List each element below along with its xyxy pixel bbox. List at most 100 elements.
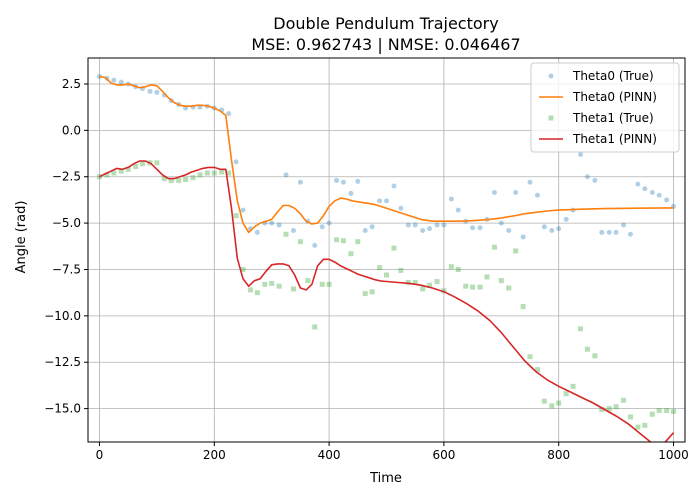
y-tick-label: −7.5 [52, 262, 81, 276]
data-point [570, 383, 576, 389]
data-point [578, 326, 584, 332]
data-point [291, 228, 297, 234]
data-point [398, 205, 404, 211]
data-point [269, 220, 275, 226]
data-point [319, 224, 325, 230]
data-point [563, 391, 569, 397]
data-point [520, 234, 526, 240]
data-point [291, 286, 297, 292]
data-point [635, 181, 641, 187]
data-point [355, 178, 361, 184]
data-point [405, 222, 411, 228]
data-point [541, 398, 547, 404]
x-tick-label: 800 [547, 448, 570, 462]
data-point [613, 404, 619, 410]
data-point [319, 281, 325, 287]
data-point [233, 213, 239, 219]
data-point [334, 177, 340, 183]
data-point [391, 245, 397, 251]
x-tick-label: 600 [432, 448, 455, 462]
data-point [455, 266, 461, 272]
x-tick-label: 1000 [658, 448, 689, 462]
x-tick-label: 0 [96, 448, 104, 462]
data-point [240, 266, 246, 272]
data-point [405, 279, 411, 285]
data-point [671, 408, 677, 414]
data-point [578, 151, 584, 157]
data-point [664, 197, 670, 203]
data-point [455, 207, 461, 213]
x-tick-label: 200 [203, 448, 226, 462]
data-point [613, 229, 619, 235]
data-point [233, 159, 239, 165]
data-point [621, 222, 627, 228]
data-point [448, 264, 454, 270]
series-theta0-true- [96, 74, 677, 248]
data-point [534, 367, 540, 373]
data-point [384, 198, 389, 204]
data-point [226, 170, 232, 176]
data-point [211, 170, 217, 176]
data-point [377, 265, 383, 271]
data-point [427, 226, 433, 232]
y-axis-label: Angle (rad) [14, 201, 29, 274]
data-point [477, 284, 483, 290]
y-tick-label: −10.0 [44, 309, 81, 323]
legend-label: Theta1 (PINN) [572, 132, 657, 146]
data-point [176, 177, 182, 183]
data-point [556, 400, 562, 406]
data-point [398, 267, 404, 273]
series-line-theta1-pinn- [99, 160, 675, 442]
data-point [541, 224, 547, 230]
data-point [412, 222, 418, 228]
data-point [606, 406, 612, 412]
data-point [584, 346, 590, 352]
data-point [592, 177, 598, 183]
data-point [334, 237, 340, 243]
series-theta1-true- [96, 160, 677, 430]
data-point [340, 238, 346, 244]
data-point [463, 283, 469, 289]
data-point [133, 164, 139, 170]
data-point [527, 354, 533, 360]
legend-label: Theta1 (True) [572, 111, 654, 125]
data-point [420, 228, 426, 234]
data-point [627, 231, 633, 237]
y-tick-label: −15.0 [44, 402, 81, 416]
data-point [125, 166, 131, 172]
data-point [434, 279, 440, 285]
data-point [513, 248, 519, 254]
data-point [161, 176, 167, 182]
data-point [369, 289, 375, 295]
data-point [283, 231, 289, 237]
data-point [642, 422, 648, 428]
data-point [348, 251, 354, 257]
data-point [312, 242, 318, 248]
data-point [491, 189, 497, 195]
data-point [420, 286, 426, 292]
data-point [635, 424, 641, 430]
data-point [498, 220, 504, 226]
data-point [599, 407, 605, 413]
data-point [240, 207, 246, 213]
series-line-theta0-pinn- [99, 75, 674, 234]
data-point [491, 244, 497, 250]
data-point [118, 168, 124, 174]
data-point [96, 174, 102, 180]
data-point [111, 170, 117, 176]
data-point [297, 179, 303, 185]
data-point [664, 407, 670, 413]
legend-item: Theta1 (PINN) [539, 132, 657, 146]
data-point [412, 279, 418, 285]
data-point [534, 192, 540, 198]
data-point [621, 397, 627, 403]
y-tick-label: 2.5 [62, 77, 81, 91]
legend-item: Theta1 (True) [548, 111, 654, 125]
data-point [441, 222, 447, 228]
data-point [506, 228, 512, 234]
data-point [262, 281, 268, 287]
data-point [506, 285, 512, 291]
data-point [377, 198, 383, 204]
data-point [484, 274, 490, 280]
